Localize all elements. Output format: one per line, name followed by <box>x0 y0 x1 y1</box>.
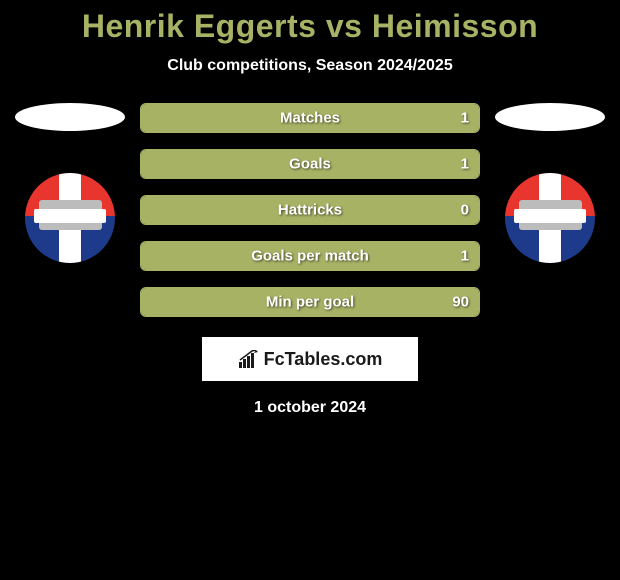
stat-row-matches: Matches 1 <box>140 103 480 133</box>
date-text: 1 october 2024 <box>0 399 620 417</box>
stat-label: Min per goal <box>266 294 354 311</box>
chart-icon <box>238 350 260 368</box>
stats-column: Matches 1 Goals 1 Hattricks 0 Goals per … <box>140 103 480 317</box>
subtitle: Club competitions, Season 2024/2025 <box>0 57 620 75</box>
stat-label: Matches <box>280 110 340 127</box>
logo-text: FcTables.com <box>264 349 383 370</box>
badge-circle-icon <box>505 173 595 263</box>
stat-row-hattricks: Hattricks 0 <box>140 195 480 225</box>
right-column <box>490 103 610 263</box>
stat-label: Hattricks <box>278 202 342 219</box>
stat-row-min-per-goal: Min per goal 90 <box>140 287 480 317</box>
left-team-badge <box>25 173 115 263</box>
stat-row-goals-per-match: Goals per match 1 <box>140 241 480 271</box>
left-column <box>10 103 130 263</box>
stat-label: Goals per match <box>251 248 369 265</box>
stat-value: 1 <box>461 156 469 173</box>
stat-value: 90 <box>452 294 469 311</box>
right-ellipse <box>495 103 605 131</box>
stat-value: 0 <box>461 202 469 219</box>
comparison-card: Henrik Eggerts vs Heimisson Club competi… <box>0 0 620 417</box>
left-ellipse <box>15 103 125 131</box>
stat-row-goals: Goals 1 <box>140 149 480 179</box>
main-area: Matches 1 Goals 1 Hattricks 0 Goals per … <box>0 103 620 317</box>
stat-label: Goals <box>289 156 331 173</box>
right-team-badge <box>505 173 595 263</box>
stat-value: 1 <box>461 110 469 127</box>
stat-value: 1 <box>461 248 469 265</box>
badge-circle-icon <box>25 173 115 263</box>
page-title: Henrik Eggerts vs Heimisson <box>0 8 620 45</box>
fctables-logo[interactable]: FcTables.com <box>202 337 418 381</box>
